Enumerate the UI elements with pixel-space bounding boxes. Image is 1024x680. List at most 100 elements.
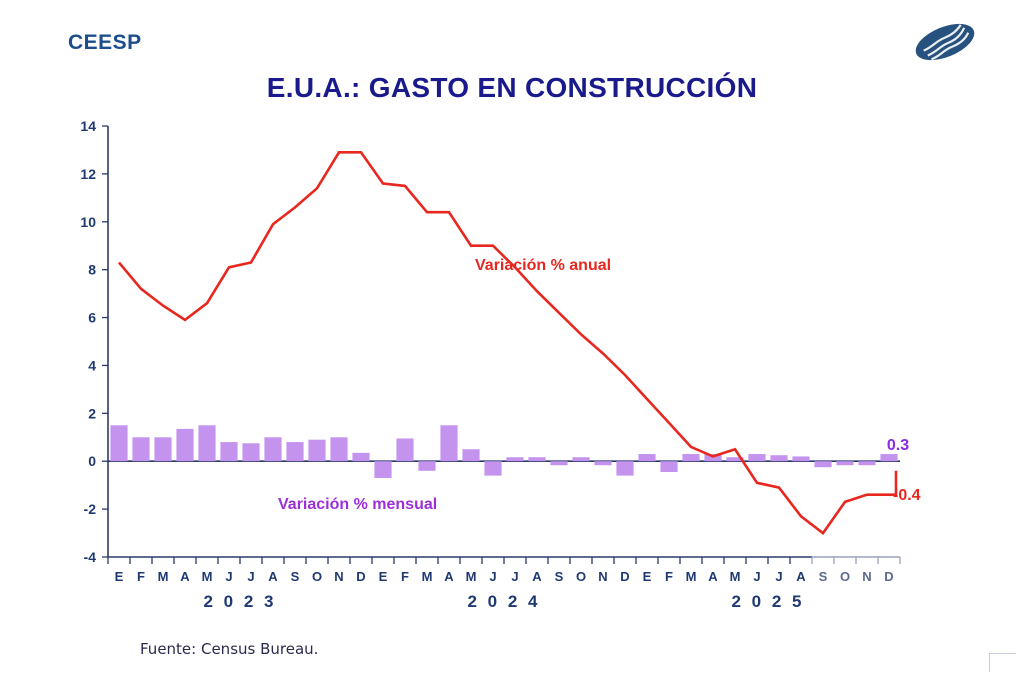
monthly-bar (352, 452, 370, 462)
x-tick-label: D (884, 569, 893, 584)
y-axis: -4 -2 0 2 4 6 8 10 12 14 (80, 118, 900, 565)
monthly-bar (836, 461, 854, 466)
x-tick-label: E (115, 569, 124, 584)
x-tick-label: E (379, 569, 388, 584)
x-tick-label: F (401, 569, 409, 584)
monthly-series-label: Variación % mensual (278, 496, 437, 513)
monthly-bar (242, 443, 260, 462)
x-tick-label: N (598, 569, 607, 584)
x-tick-label: A (268, 569, 278, 584)
y-tick-label: 8 (88, 262, 96, 278)
y-tick-label: 10 (80, 214, 96, 230)
x-tick-label: M (686, 569, 697, 584)
y-tick-label: 4 (88, 357, 96, 373)
x-tick-label: D (620, 569, 629, 584)
annual-line-series (118, 151, 898, 535)
monthly-bar (770, 455, 788, 462)
monthly-bar (462, 449, 480, 462)
monthly-bar (286, 442, 304, 462)
y-tick-label: 14 (80, 118, 96, 134)
x-tick-label: J (775, 569, 782, 584)
ceesp-logo-icon (915, 23, 975, 61)
monthly-bar (484, 461, 502, 476)
x-tick-label: M (422, 569, 433, 584)
page-title: E.U.A.: GASTO EN CONSTRUCCIÓN (266, 72, 758, 103)
last-monthly-value-label: 0.3 (887, 437, 909, 454)
x-tick-label: A (796, 569, 806, 584)
x-tick-label: A (444, 569, 454, 584)
x-tick-label: O (576, 569, 586, 584)
annual-variation-line (118, 151, 898, 535)
x-tick-label: S (555, 569, 564, 584)
x-tick-label: S (291, 569, 300, 584)
monthly-bar (726, 457, 744, 462)
monthly-bar (440, 425, 458, 462)
monthly-bar (682, 454, 700, 462)
x-tick-label: J (247, 569, 254, 584)
monthly-bar (660, 461, 678, 472)
monthly-bar (506, 457, 524, 462)
y-tick-label: 0 (88, 453, 96, 469)
monthly-bar (858, 461, 876, 466)
monthly-bar (594, 461, 612, 466)
y-tick-label: 12 (80, 166, 96, 182)
monthly-bar (132, 437, 150, 462)
monthly-bar (550, 461, 568, 466)
x-tick-label: A (532, 569, 542, 584)
last-annual-value-label: -0.4 (893, 487, 921, 504)
monthly-bar (374, 461, 392, 478)
monthly-bar (638, 454, 656, 462)
x-tick-label: J (489, 569, 496, 584)
x-axis: E F M A M J J A S O N D E F M A M J J A S O N D E F M A M J J A S O N D2 0 … (107, 556, 901, 611)
monthly-bar (308, 439, 326, 462)
x-tick-label: S (819, 569, 828, 584)
x-year-label: 2 0 2 3 (204, 592, 277, 611)
x-year-label: 2 0 2 5 (732, 592, 805, 611)
x-tick-label: E (643, 569, 652, 584)
monthly-bar (264, 437, 282, 462)
x-tick-label: A (708, 569, 718, 584)
monthly-bar (110, 425, 128, 462)
annual-series-label: Variación % anual (475, 257, 611, 274)
x-tick-label: M (466, 569, 477, 584)
brand-label: CEESP (68, 31, 142, 54)
x-tick-label: F (137, 569, 145, 584)
x-tick-label: M (730, 569, 741, 584)
monthly-bar (198, 425, 216, 462)
monthly-bar (792, 456, 810, 462)
x-tick-label: J (753, 569, 760, 584)
monthly-bar (616, 461, 634, 476)
source-note: Fuente: Census Bureau. (140, 640, 319, 658)
x-tick-label: N (334, 569, 343, 584)
x-tick-label: J (511, 569, 518, 584)
y-tick-label: -2 (84, 501, 97, 517)
x-tick-label: M (202, 569, 213, 584)
monthly-bar (880, 454, 898, 462)
x-tick-label: A (180, 569, 190, 584)
x-tick-label: M (158, 569, 169, 584)
monthly-bar (176, 428, 194, 462)
monthly-bar (154, 437, 172, 462)
y-tick-label: 2 (88, 405, 96, 421)
y-tick-label: 6 (88, 310, 96, 326)
monthly-bar (220, 442, 238, 462)
chart-annotations: Variación % anual Variación % mensual 0.3 -… (278, 257, 921, 513)
monthly-bar (572, 457, 590, 462)
x-tick-label: F (665, 569, 673, 584)
monthly-bar (528, 457, 546, 462)
x-tick-label: D (356, 569, 365, 584)
monthly-bar (330, 437, 348, 462)
x-tick-label: O (840, 569, 850, 584)
monthly-bar (814, 461, 832, 468)
y-tick-label: -4 (84, 549, 97, 565)
monthly-bar (418, 461, 436, 471)
x-tick-label: J (225, 569, 232, 584)
x-tick-label: N (862, 569, 871, 584)
x-year-label: 2 0 2 4 (468, 592, 541, 611)
monthly-bar (748, 454, 766, 462)
monthly-bars-series (110, 425, 898, 478)
x-tick-label: O (312, 569, 322, 584)
monthly-bar (396, 438, 414, 462)
